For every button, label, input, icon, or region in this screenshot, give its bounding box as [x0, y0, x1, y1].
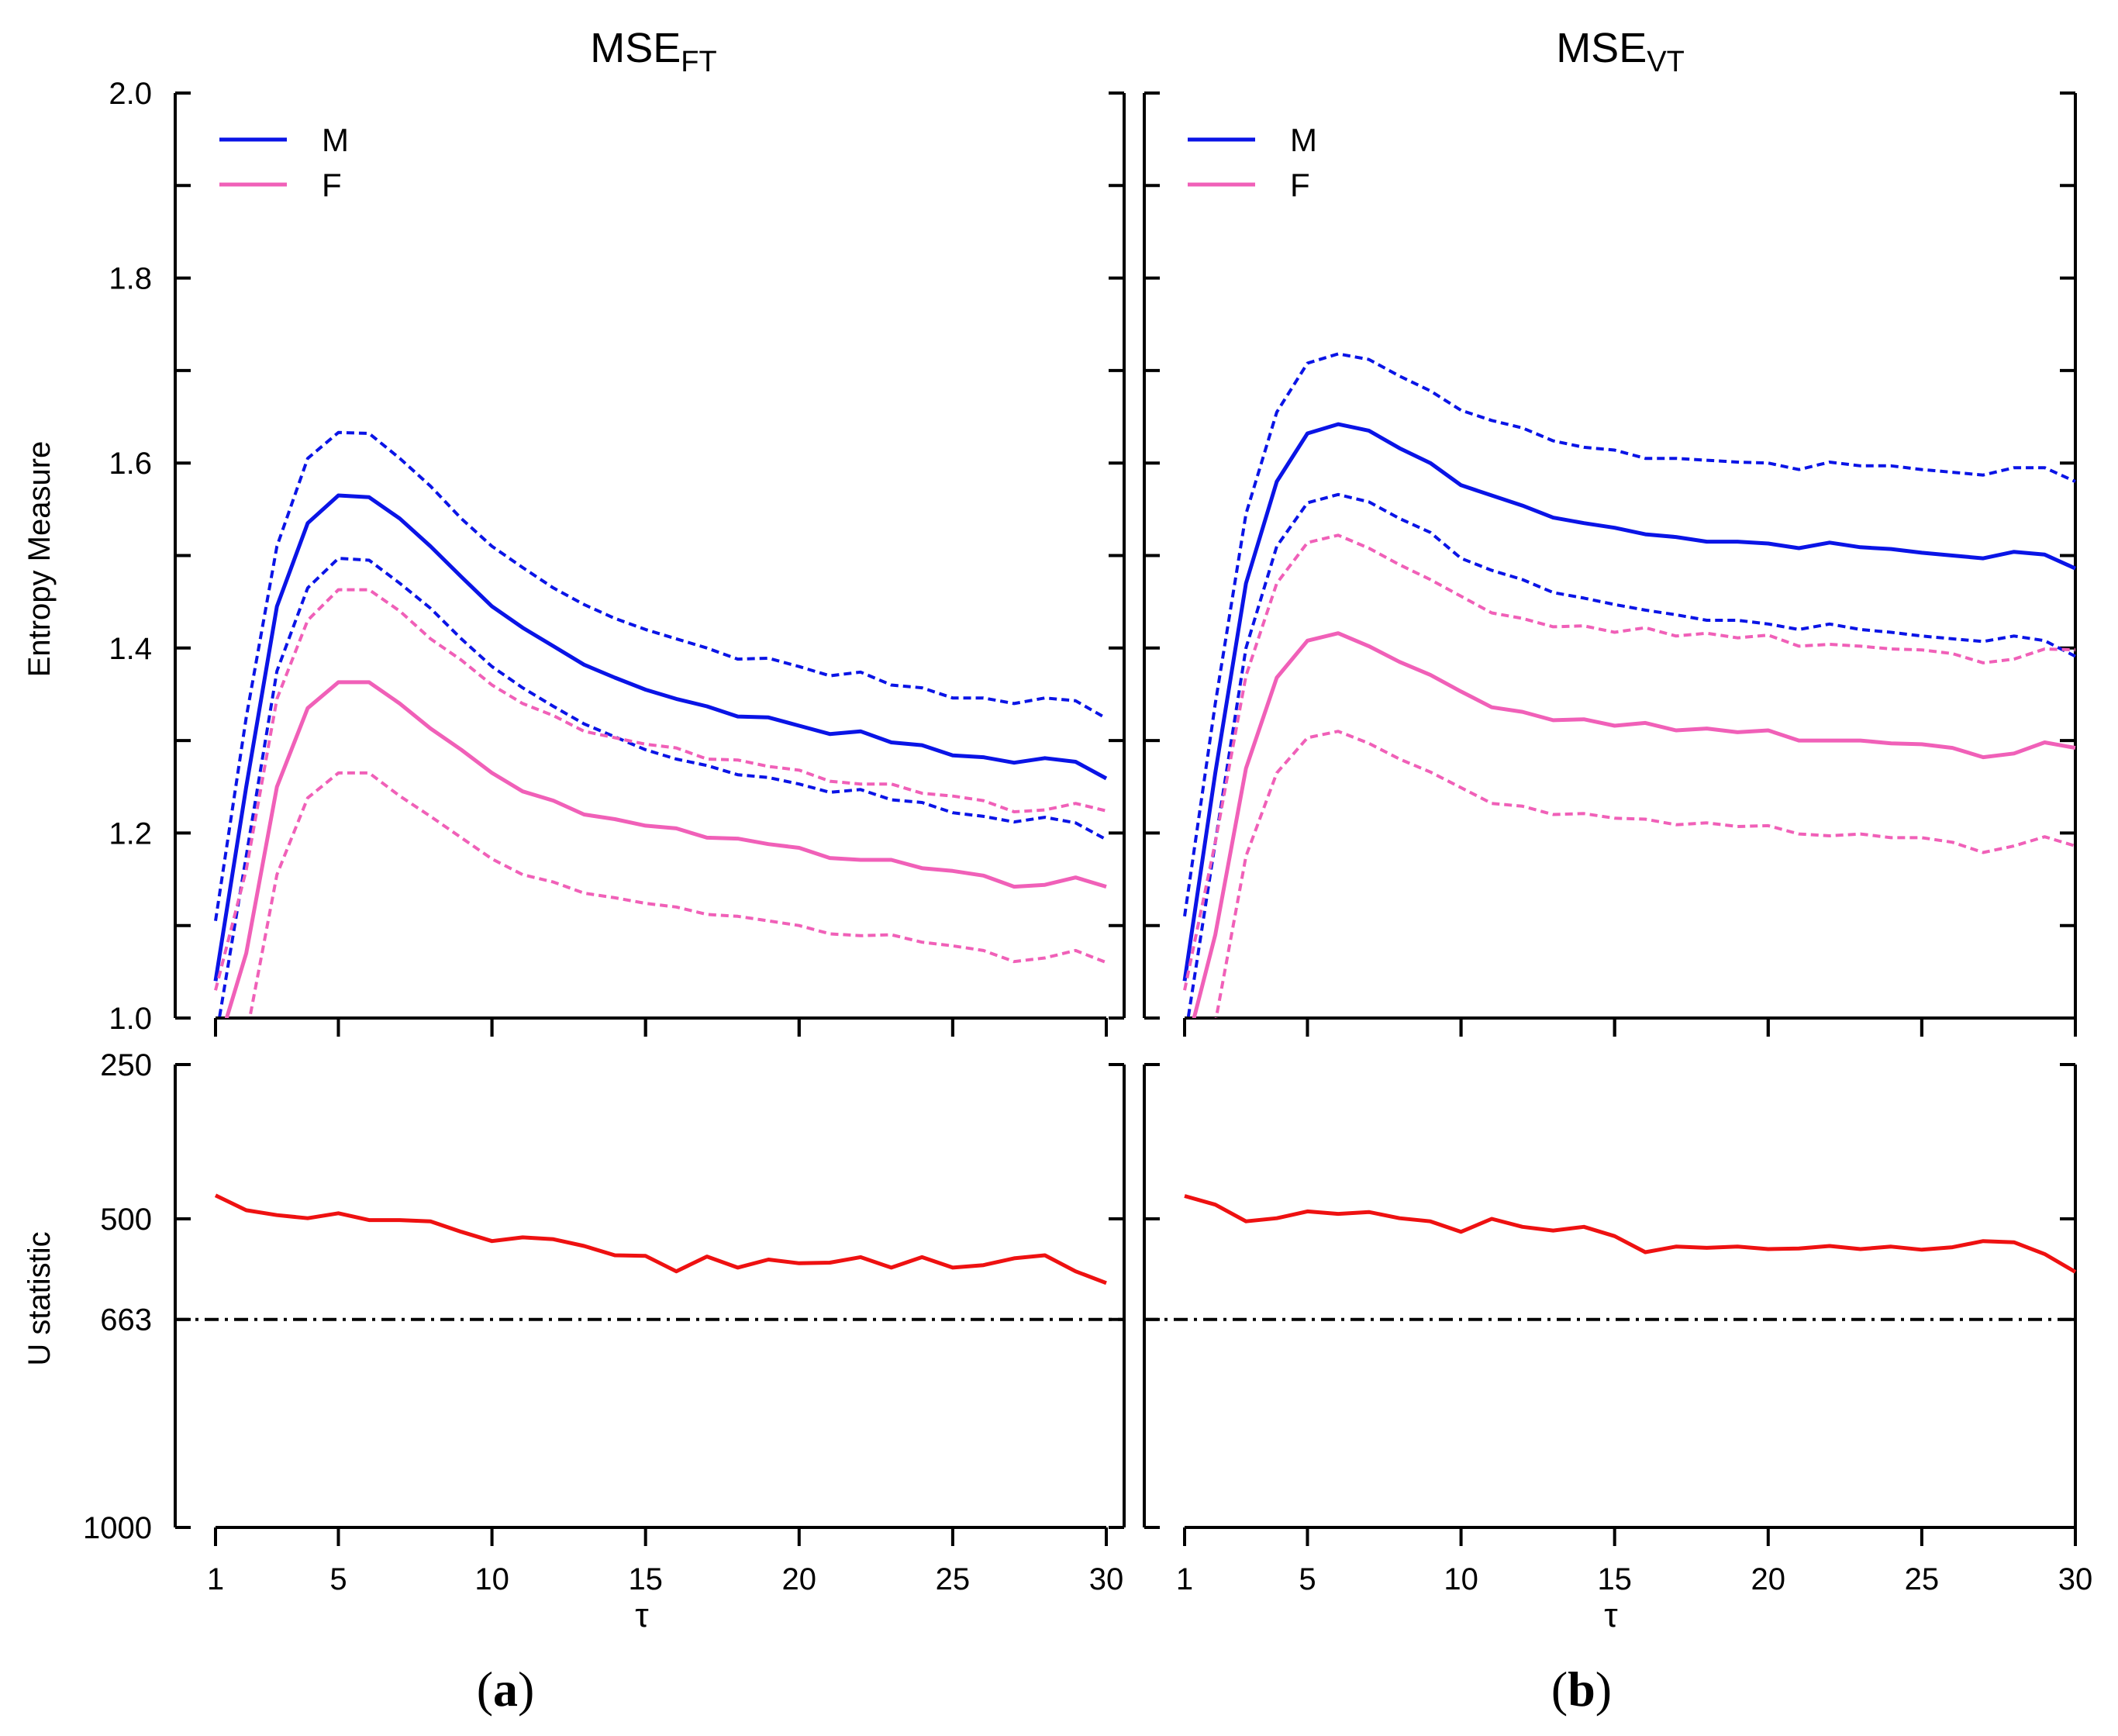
entropy-ytick-label: 1.2: [109, 816, 152, 851]
a-series-m-lower: [217, 557, 1107, 1018]
b-series-f: [1192, 631, 2076, 1018]
a-series-m: [213, 493, 1108, 982]
b-series-m: [1182, 422, 2077, 982]
b-series-u-statistic: [1184, 1194, 2077, 1274]
a-series-f: [224, 680, 1107, 1018]
a-series-f-upper: [214, 588, 1107, 991]
b-xtick-label: 30: [2058, 1562, 2093, 1596]
panel-b-legend: M F: [1188, 122, 1317, 203]
panel-b-xlabel: τ: [1604, 1596, 1618, 1634]
u-statistic-ylabel: U statistic: [22, 1231, 57, 1365]
entropy-ytick-label: 1.6: [109, 447, 152, 481]
panel-a-title: MSEFT: [590, 25, 716, 78]
a-series-f-lower: [248, 771, 1107, 1018]
b-series-m-upper: [1183, 352, 2076, 917]
a-xtick-label: 25: [936, 1562, 971, 1596]
b-xtick-label: 25: [1905, 1562, 1940, 1596]
panel-a-legend: M F: [219, 122, 349, 203]
legend-f-label: F: [1290, 167, 1310, 203]
a-xtick-label: 15: [628, 1562, 663, 1596]
legend-f-label: F: [322, 167, 342, 203]
u-ytick-label: 250: [100, 1048, 152, 1082]
panel-b-label: (b): [1551, 1662, 1612, 1717]
b-xtick-label: 1: [1176, 1562, 1193, 1596]
entropy-ylabel: Entropy Measure: [22, 441, 57, 678]
a-xtick-label: 1: [207, 1562, 224, 1596]
b-xtick-label: 20: [1751, 1562, 1786, 1596]
panel-a-label: (a): [477, 1662, 535, 1717]
u-ytick-label: 1000: [83, 1511, 152, 1545]
b-series-f-upper: [1183, 533, 2076, 991]
a-xtick-label: 30: [1089, 1562, 1124, 1596]
entropy-ytick-label: 1.8: [109, 262, 152, 296]
panel-a-xlabel: τ: [635, 1596, 649, 1634]
b-series-f-lower: [1214, 730, 2076, 1018]
u-ytick-label: 663: [100, 1303, 152, 1337]
b-xtick-label: 10: [1444, 1562, 1478, 1596]
b-series-m-lower: [1186, 492, 2076, 1018]
u-ytick-label: 500: [100, 1203, 152, 1237]
legend-m-label: M: [1290, 122, 1317, 158]
a-series-m-upper: [214, 430, 1107, 921]
entropy-ytick-label: 1.0: [109, 1002, 152, 1036]
panel-b-title: MSEVT: [1556, 25, 1685, 78]
a-series-u-statistic: [214, 1193, 1107, 1286]
a-xtick-label: 5: [329, 1562, 347, 1596]
entropy-ytick-label: 2.0: [109, 77, 152, 111]
b-xtick-label: 15: [1597, 1562, 1632, 1596]
legend-m-label: M: [322, 122, 349, 158]
entropy-ytick-label: 1.4: [109, 632, 152, 666]
a-xtick-label: 20: [782, 1562, 817, 1596]
a-xtick-label: 10: [474, 1562, 509, 1596]
b-xtick-label: 5: [1299, 1562, 1316, 1596]
